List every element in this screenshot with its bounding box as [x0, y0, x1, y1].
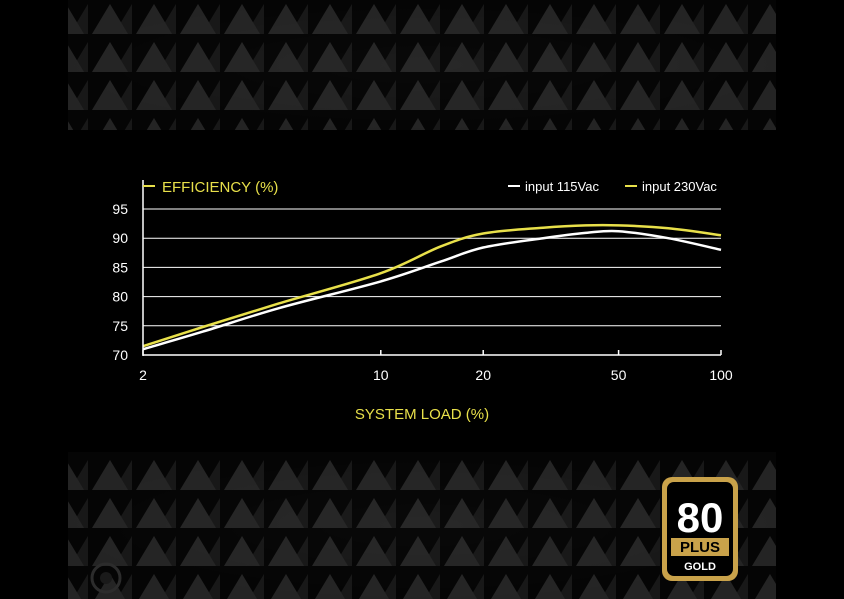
y-tick-label: 80	[112, 289, 128, 305]
grid-lines	[143, 208, 721, 356]
series-line-230vac	[142, 223, 722, 348]
x-tick-label: 20	[475, 367, 491, 383]
x-tick-label: 2	[139, 367, 147, 383]
y-tick-label: 70	[112, 347, 128, 363]
y-tick-label: 95	[112, 201, 128, 217]
bottom-grille-decoration	[68, 452, 776, 599]
80-plus-gold-badge: 80 PLUS GOLD	[662, 477, 738, 581]
chart-background	[68, 130, 776, 452]
y-tick-labels: 95 90 85 80 75 70	[112, 201, 128, 363]
chart-title: EFFICIENCY (%)	[162, 179, 278, 196]
legend-label-115: input 115Vac	[525, 179, 599, 194]
series-line-115vac	[142, 229, 722, 351]
legend: input 115Vac input 230Vac	[508, 179, 717, 194]
x-tick-labels: 2 10 20 50 100	[139, 350, 733, 383]
badge-tier: GOLD	[684, 561, 716, 573]
legend-label-230: input 230Vac	[642, 179, 717, 194]
top-grille-decoration	[68, 0, 776, 130]
x-tick-label: 100	[709, 367, 733, 383]
badge-number: 80	[677, 494, 724, 541]
x-tick-label: 10	[373, 367, 389, 383]
y-tick-label: 90	[112, 230, 128, 246]
y-tick-label: 85	[112, 259, 128, 275]
x-axis-label: SYSTEM LOAD (%)	[355, 406, 489, 423]
y-tick-label: 75	[112, 318, 128, 334]
x-tick-label: 50	[611, 367, 627, 383]
series-lines	[142, 223, 722, 351]
badge-plus: PLUS	[680, 539, 720, 556]
